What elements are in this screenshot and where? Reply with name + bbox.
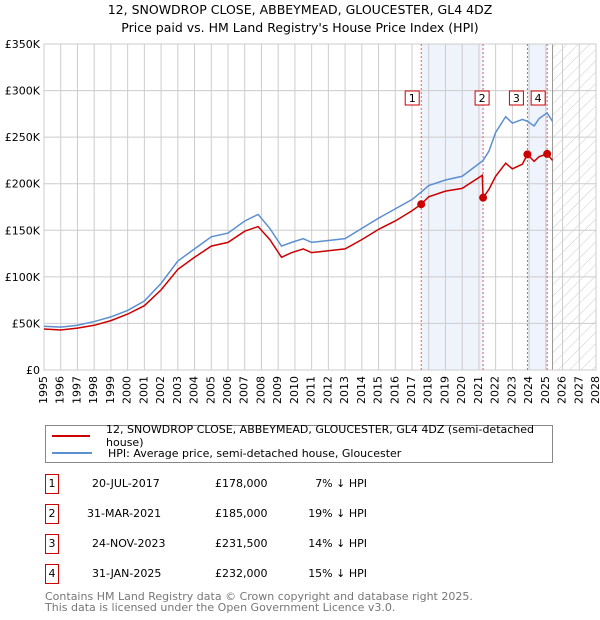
x-tick-label: 2008 — [254, 376, 267, 404]
x-tick-label: 2006 — [221, 376, 234, 404]
sale-badge: 2 — [45, 504, 59, 524]
shaded-range — [421, 44, 484, 370]
x-tick-label: 2022 — [489, 376, 502, 404]
x-tick-label: 2019 — [438, 376, 451, 404]
x-tick-label: 2001 — [137, 376, 150, 404]
x-tick-label: 2027 — [572, 376, 585, 404]
footer-copyright: Contains HM Land Registry data © Crown c… — [45, 590, 473, 603]
marker-label-box — [508, 90, 524, 106]
x-tick-label: 2026 — [556, 376, 569, 404]
legend-item-property: 12, SNOWDROP CLOSE, ABBEYMEAD, GLOUCESTE… — [46, 423, 552, 449]
marker-label: 3 — [513, 92, 520, 105]
x-tick-label: 1999 — [104, 376, 117, 404]
x-tick-label: 2017 — [405, 376, 418, 404]
chart-title: 12, SNOWDROP CLOSE, ABBEYMEAD, GLOUCESTE… — [107, 2, 493, 17]
y-tick-label: £350K — [5, 38, 41, 51]
sale-date: 31-MAR-2021 — [87, 507, 162, 520]
sale-badge: 1 — [45, 474, 59, 494]
x-tick-label: 2002 — [154, 376, 167, 404]
sale-hpi-diff: 15% ↓ HPI — [308, 567, 367, 580]
sale-date: 24-NOV-2023 — [92, 537, 166, 550]
sale-badge: 3 — [45, 534, 59, 554]
marker-label-box — [404, 90, 420, 106]
x-tick-label: 2028 — [589, 376, 600, 404]
x-tick-label: 2009 — [271, 376, 284, 404]
x-tick-label: 2014 — [355, 376, 368, 404]
y-tick-label: £250K — [5, 131, 41, 144]
x-tick-label: 2012 — [321, 376, 334, 404]
plot-frame — [43, 43, 597, 371]
sale-point — [543, 149, 552, 158]
x-tick-label: 2020 — [455, 376, 468, 404]
x-tick-label: 2023 — [505, 376, 518, 404]
marker-label-box — [530, 90, 546, 106]
y-tick-label: £0 — [26, 364, 40, 377]
sale-price: £178,000 — [215, 477, 268, 490]
sale-date: 31-JAN-2025 — [92, 567, 162, 580]
sale-point — [523, 150, 532, 159]
x-tick-label: 2021 — [472, 376, 485, 404]
x-tick-label: 1995 — [37, 376, 50, 404]
x-tick-label: 1998 — [87, 376, 100, 404]
x-tick-label: 2007 — [238, 376, 251, 404]
x-tick-label: 2011 — [305, 376, 318, 404]
x-tick-label: 2018 — [422, 376, 435, 404]
sale-date: 20-JUL-2017 — [92, 477, 160, 490]
sale-price: £232,000 — [215, 567, 268, 580]
x-tick-label: 2013 — [338, 376, 351, 404]
x-tick-label: 2004 — [188, 376, 201, 404]
legend-swatch — [52, 452, 92, 454]
x-tick-label: 2025 — [539, 376, 552, 404]
sale-hpi-diff: 7% ↓ HPI — [315, 477, 367, 490]
legend: 12, SNOWDROP CLOSE, ABBEYMEAD, GLOUCESTE… — [45, 423, 553, 463]
x-tick-label: 2010 — [288, 376, 301, 404]
x-tick-label: 2003 — [171, 376, 184, 404]
future-hatch — [552, 44, 596, 370]
y-tick-label: £300K — [5, 85, 41, 98]
sale-price: £231,500 — [215, 537, 268, 550]
sale-row: 3 24-NOV-2023 £231,500 14% ↓ HPI — [45, 534, 545, 554]
marker-label: 2 — [479, 92, 486, 105]
x-tick-label: 1996 — [54, 376, 67, 404]
x-tick-label: 2024 — [522, 376, 535, 404]
legend-label: 12, SNOWDROP CLOSE, ABBEYMEAD, GLOUCESTE… — [106, 423, 535, 449]
sale-point — [479, 193, 488, 202]
x-tick-label: 2015 — [372, 376, 385, 404]
property-price-line — [43, 153, 554, 331]
sale-hpi-diff: 19% ↓ HPI — [308, 507, 367, 520]
x-tick-label: 2016 — [388, 376, 401, 404]
y-tick-label: £150K — [5, 224, 41, 237]
sale-row: 2 31-MAR-2021 £185,000 19% ↓ HPI — [45, 504, 545, 524]
sale-price: £185,000 — [215, 507, 268, 520]
legend-swatch — [52, 435, 91, 437]
y-tick-label: £200K — [5, 178, 41, 191]
marker-label: 1 — [409, 92, 416, 105]
legend-item-hpi: HPI: Average price, semi-detached house,… — [46, 445, 401, 461]
x-tick-label: 2005 — [204, 376, 217, 404]
sale-hpi-diff: 14% ↓ HPI — [308, 537, 367, 550]
x-tick-label: 1997 — [70, 376, 83, 404]
footer-licence: This data is licensed under the Open Gov… — [45, 601, 396, 614]
sale-row: 1 20-JUL-2017 £178,000 7% ↓ HPI — [45, 474, 545, 494]
chart-subtitle: Price paid vs. HM Land Registry's House … — [121, 20, 479, 35]
price-chart: 1995 1996 1997 1998 1999 2000 2001 2002 2003 2004… — [5, 38, 600, 404]
sale-point — [417, 200, 426, 209]
sale-badge: 4 — [45, 564, 59, 584]
y-tick-label: £50K — [12, 317, 41, 330]
y-tick-label: £100K — [5, 271, 41, 284]
hpi-line — [43, 111, 554, 328]
legend-label: HPI: Average price, semi-detached house,… — [108, 446, 402, 460]
sale-row: 4 31-JAN-2025 £232,000 15% ↓ HPI — [45, 564, 545, 584]
marker-label: 4 — [535, 92, 542, 105]
marker-label-box — [474, 90, 490, 106]
x-tick-label: 2000 — [121, 376, 134, 404]
